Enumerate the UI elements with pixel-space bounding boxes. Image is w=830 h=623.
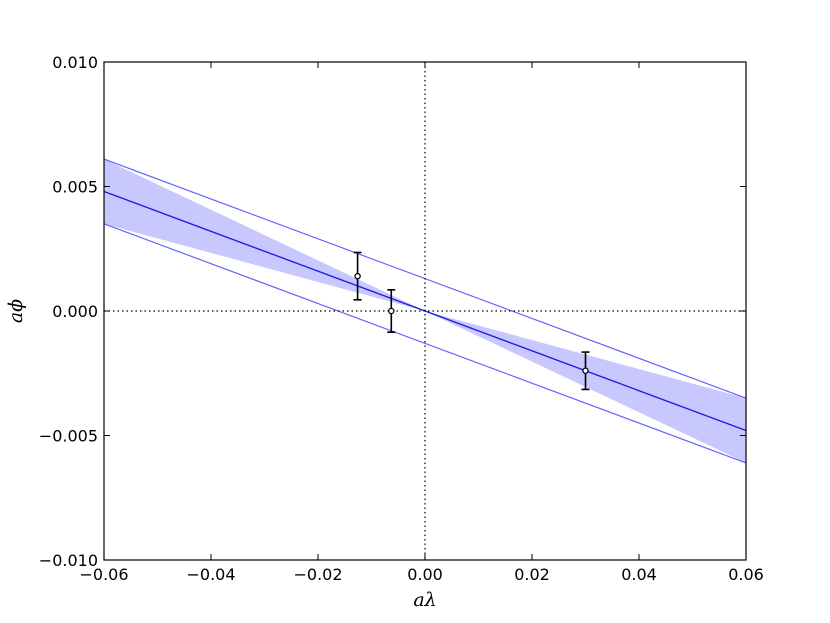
data-marker	[582, 367, 589, 375]
data-point	[387, 289, 396, 333]
y-tick-label: 0.005	[52, 178, 98, 197]
x-tick-label: −0.06	[79, 565, 128, 584]
y-axis-ticks: −0.010 −0.005 0.000 0.005 0.010	[39, 53, 746, 570]
y-tick-label: 0.000	[52, 302, 98, 321]
y-tick-label: −0.005	[39, 427, 98, 446]
y-tick-label: 0.010	[52, 53, 98, 72]
x-tick-label: 0.02	[514, 565, 550, 584]
y-axis-label: aϕ	[5, 299, 27, 323]
y-tick-label: −0.010	[39, 551, 98, 570]
data-point	[353, 251, 362, 301]
data-marker	[354, 272, 361, 280]
x-tick-label: −0.02	[293, 565, 342, 584]
plot-area	[103, 61, 747, 561]
x-tick-label: −0.04	[186, 565, 235, 584]
band-edge-line	[103, 223, 747, 464]
x-tick-label: 0.06	[728, 565, 764, 584]
x-axis-ticks: −0.06 −0.04 −0.02 0.00 0.02 0.04 0.06	[79, 62, 764, 584]
data-point	[581, 351, 590, 391]
x-tick-label: 0.04	[621, 565, 657, 584]
data-marker	[388, 307, 395, 315]
x-axis-label: aλ	[413, 589, 436, 611]
x-tick-label: 0.00	[407, 565, 443, 584]
